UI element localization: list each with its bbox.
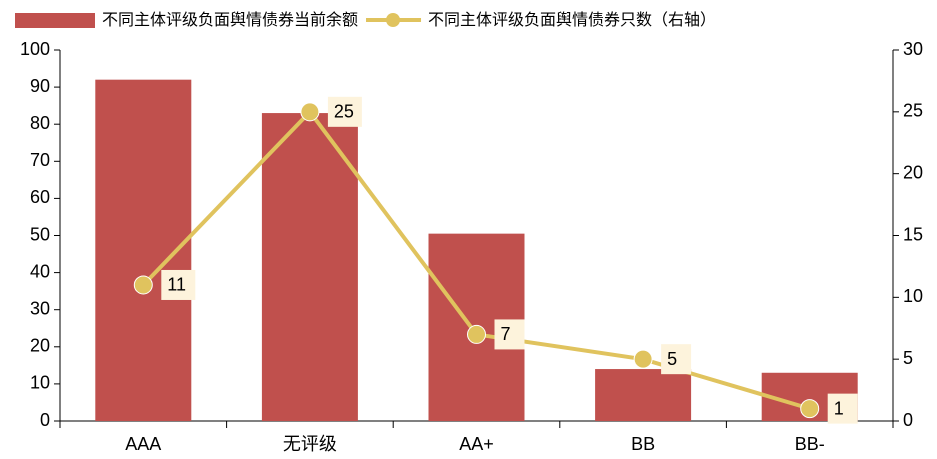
y-tick-label: 50: [30, 224, 50, 244]
data-label: 5: [667, 349, 677, 369]
legend-marker: [386, 13, 401, 27]
marker: [800, 399, 820, 419]
bar: [261, 113, 358, 421]
y-tick-label: 80: [30, 113, 50, 133]
data-label: 11: [167, 275, 186, 295]
y-tick-label: 30: [30, 298, 50, 318]
label-bg: [661, 344, 692, 375]
y2-tick-label: 0: [903, 410, 913, 430]
y-tick-label: 0: [40, 410, 50, 430]
marker: [133, 275, 153, 295]
y-tick-label: 40: [30, 261, 50, 281]
marker: [467, 324, 486, 344]
y2-tick-label: 5: [903, 348, 913, 368]
y2-tick-label: 30: [903, 39, 923, 59]
y2-tick-label: 10: [903, 286, 923, 306]
label-bg: [494, 319, 525, 350]
data-label: 7: [501, 324, 511, 344]
x-tick-label: AAA: [125, 434, 161, 454]
y2-tick-label: 25: [903, 101, 923, 121]
y-tick-label: 100: [20, 39, 50, 59]
marker: [300, 102, 320, 122]
y-tick-label: 60: [30, 187, 50, 207]
label-bg: [327, 96, 362, 127]
y-tick-label: 10: [30, 373, 50, 393]
x-tick-label: AA+: [459, 434, 494, 454]
label-bg: [827, 393, 858, 424]
legend-swatch: [15, 13, 95, 28]
data-label: 1: [834, 398, 844, 418]
legend-label: 不同主体评级负面舆情债券当前余额: [102, 10, 358, 29]
y-tick-label: 20: [30, 336, 50, 356]
data-label: 25: [334, 102, 354, 122]
label-bg: [161, 269, 196, 300]
x-tick-label: BB: [631, 434, 655, 454]
x-tick-label: BB-: [795, 434, 825, 454]
bar: [595, 369, 692, 421]
legend-label: 不同主体评级负面舆情债券只数（右轴）: [428, 11, 716, 29]
y2-tick-label: 15: [903, 224, 923, 244]
y-tick-label: 70: [30, 150, 50, 170]
marker: [633, 349, 653, 369]
y2-tick-label: 20: [903, 162, 923, 182]
y-tick-label: 90: [30, 76, 50, 96]
x-tick-label: 无评级: [283, 434, 337, 454]
